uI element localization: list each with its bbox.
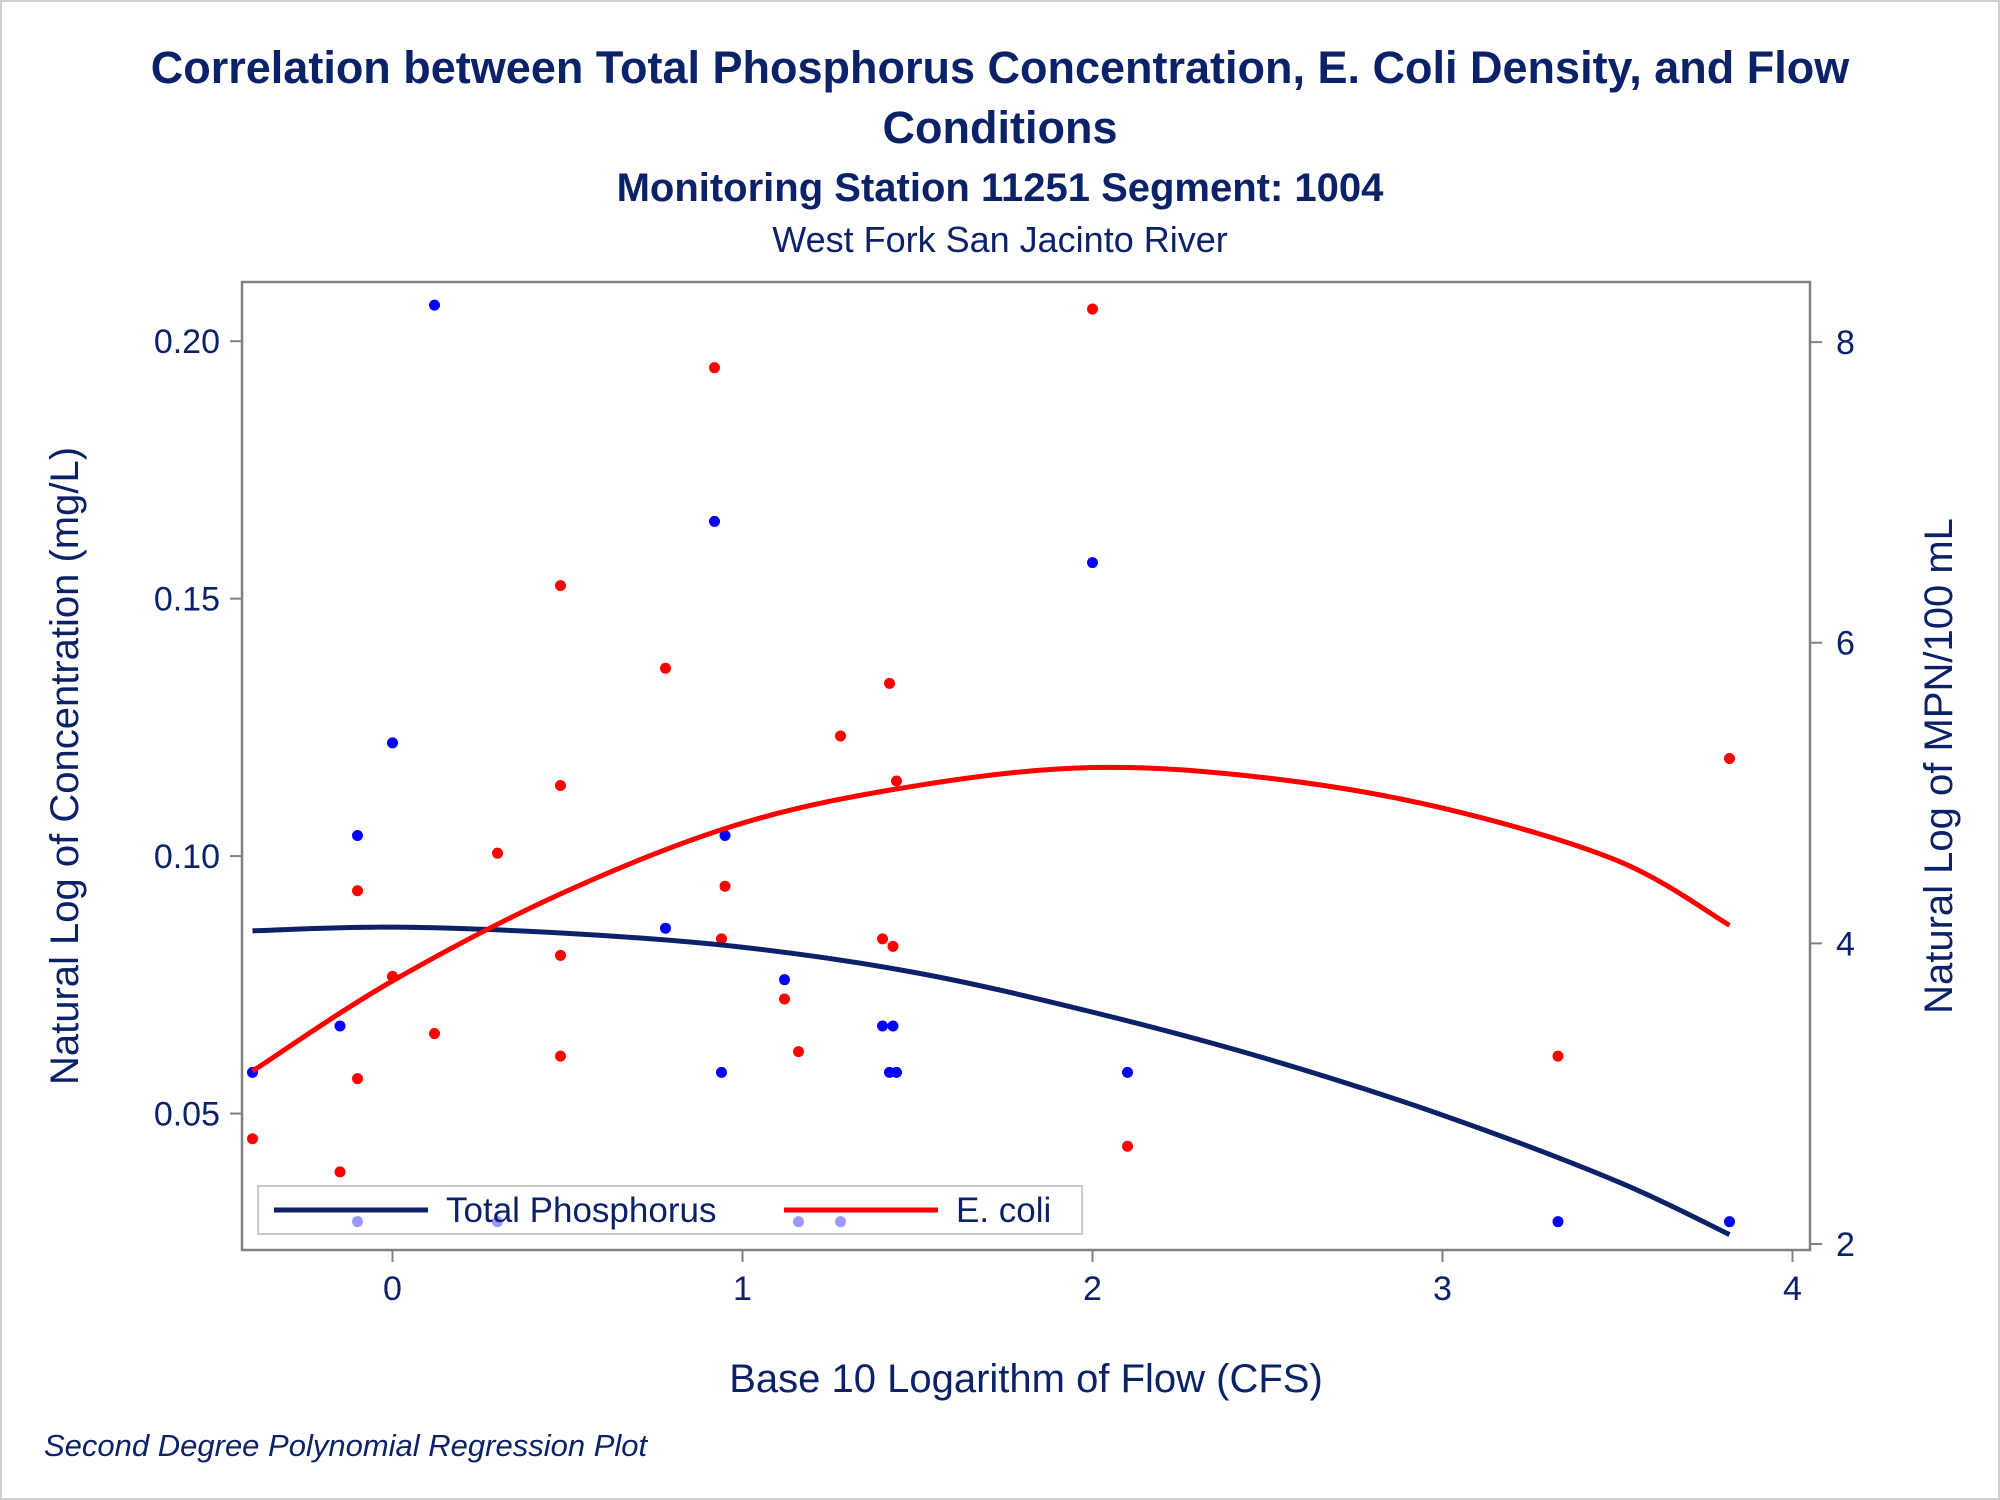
x-tick-label: 1 bbox=[733, 1270, 752, 1308]
y-right-tick-label: 4 bbox=[1836, 925, 1855, 963]
ecoli-point bbox=[555, 949, 566, 961]
phosphorus-point bbox=[716, 1066, 727, 1078]
chart-title: Correlation between Total Phosphorus Con… bbox=[150, 42, 1850, 153]
x-tick-label: 3 bbox=[1433, 1270, 1452, 1308]
phosphorus-point bbox=[352, 830, 363, 842]
ecoli-point bbox=[884, 677, 895, 689]
phosphorus-point bbox=[429, 299, 440, 311]
y-right-axis-label: Natural Log of MPN/100 mL bbox=[1917, 518, 1961, 1014]
phosphorus-point bbox=[1724, 1216, 1735, 1228]
x-axis-label: Base 10 Logarithm of Flow (CFS) bbox=[729, 1357, 1323, 1401]
ecoli-point bbox=[887, 940, 899, 952]
x-tick-label: 4 bbox=[1783, 1270, 1802, 1308]
phosphorus-point bbox=[387, 737, 398, 749]
ecoli-point bbox=[1087, 303, 1098, 315]
y-left-tick-label: 0.15 bbox=[154, 581, 220, 619]
phosphorus-point bbox=[334, 1020, 346, 1032]
phosphorus-point bbox=[660, 922, 671, 934]
ecoli-point bbox=[835, 730, 846, 742]
chart-footnote: Second Degree Polynomial Regression Plot bbox=[44, 1428, 648, 1463]
ecoli-point bbox=[716, 933, 727, 945]
phosphorus-fit-curve bbox=[252, 924, 1731, 1237]
phosphorus-point bbox=[1087, 557, 1098, 569]
phosphorus-point bbox=[779, 974, 790, 986]
y-right-tick-label: 2 bbox=[1836, 1226, 1855, 1264]
ecoli-point bbox=[492, 847, 503, 859]
legend-label-ecoli: E. coli bbox=[956, 1191, 1051, 1230]
phosphorus-point bbox=[1552, 1216, 1564, 1228]
x-tick-label: 2 bbox=[1083, 1270, 1102, 1308]
y-left-tick-label: 0.10 bbox=[154, 838, 220, 876]
ecoli-point bbox=[660, 662, 671, 674]
plot-area-border bbox=[240, 280, 1812, 1252]
chart-subtitle-2: West Fork San Jacinto River bbox=[772, 219, 1228, 260]
ecoli-point bbox=[352, 1073, 363, 1085]
phosphorus-point bbox=[887, 1020, 899, 1032]
ecoli-point bbox=[555, 580, 566, 592]
ecoli-point bbox=[1724, 752, 1735, 764]
y-left-tick-label: 0.20 bbox=[154, 323, 220, 361]
y-left-axis-label: Natural Log of Concentration (mg/L) bbox=[43, 447, 87, 1085]
phosphorus-point bbox=[719, 830, 731, 842]
legend-label-phosphorus: Total Phosphorus bbox=[446, 1191, 716, 1230]
ecoli-point bbox=[779, 993, 790, 1005]
ecoli-point bbox=[1122, 1140, 1133, 1152]
ecoli-point bbox=[429, 1028, 440, 1040]
ecoli-point bbox=[1552, 1050, 1564, 1062]
phosphorus-point bbox=[1122, 1066, 1133, 1078]
x-tick-label: 0 bbox=[383, 1270, 402, 1308]
y-left-tick-label: 0.05 bbox=[154, 1096, 220, 1134]
ecoli-point bbox=[247, 1133, 258, 1145]
ecoli-point bbox=[719, 880, 731, 892]
phosphorus-point bbox=[891, 1066, 902, 1078]
y-right-tick-label: 6 bbox=[1836, 625, 1855, 663]
ecoli-point bbox=[555, 780, 566, 792]
y-right-tick-label: 8 bbox=[1836, 324, 1855, 362]
ecoli-point bbox=[555, 1050, 566, 1062]
ecoli-point bbox=[709, 362, 720, 374]
phosphorus-point bbox=[709, 515, 720, 527]
phosphorus-point bbox=[877, 1020, 888, 1032]
chart-subtitle: Monitoring Station 11251 Segment: 1004 bbox=[616, 166, 1384, 210]
ecoli-fit-curve bbox=[251, 764, 1731, 1074]
ecoli-point bbox=[334, 1166, 346, 1178]
ecoli-point bbox=[793, 1046, 804, 1058]
ecoli-point bbox=[352, 885, 363, 897]
ecoli-point bbox=[877, 933, 888, 945]
ecoli-point bbox=[891, 775, 902, 787]
